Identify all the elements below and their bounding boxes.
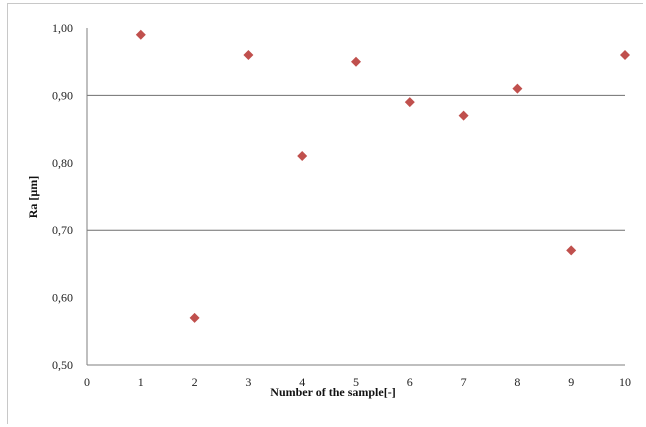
y-tick-label: 0,80	[52, 156, 73, 170]
x-tick-label: 3	[245, 375, 251, 389]
x-tick-label: 2	[192, 375, 198, 389]
x-tick-label: 10	[619, 375, 631, 389]
y-tick-label: 1,00	[52, 21, 73, 35]
y-tick-label: 0,50	[52, 358, 73, 372]
data-point-4	[297, 151, 308, 162]
x-tick-label: 9	[568, 375, 574, 389]
data-point-2	[189, 312, 200, 323]
y-tick-label: 0,70	[52, 223, 73, 237]
y-tick-label: 0,60	[52, 291, 73, 305]
data-point-3	[243, 49, 254, 60]
data-point-1	[135, 29, 146, 40]
x-tick-label: 5	[353, 375, 359, 389]
data-point-8	[512, 83, 523, 94]
data-point-9	[566, 245, 577, 256]
x-tick-label: 1	[138, 375, 144, 389]
x-tick-label: 6	[407, 375, 413, 389]
data-points	[135, 29, 630, 323]
y-tick-labels: 0,50 0,60 0,70 0,80 0,90 1,00	[52, 21, 73, 372]
data-point-5	[351, 56, 361, 67]
grid-lines	[87, 94, 625, 231]
x-tick-labels: 0 1 2 3 4 5 6 7 8 9 10	[84, 375, 631, 389]
x-tick-label: 8	[514, 375, 520, 389]
data-point-6	[404, 97, 415, 108]
x-tick-label: 0	[84, 375, 90, 389]
data-point-7	[458, 110, 469, 121]
x-axis-title: Number of the sample[-]	[270, 385, 395, 399]
y-tick-label: 0,90	[52, 88, 73, 102]
data-point-10	[620, 49, 630, 60]
x-tick-label: 4	[299, 375, 305, 389]
x-tick-label: 7	[461, 375, 467, 389]
y-axis-title: Ra [µm]	[26, 176, 40, 219]
chart-frame	[7, 3, 643, 424]
axes	[86, 28, 625, 366]
